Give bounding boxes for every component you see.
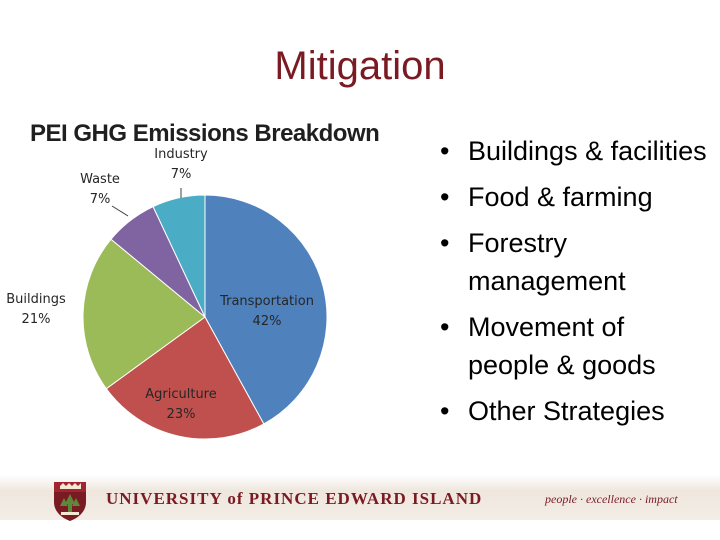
slice-value-transportation: 42% [253, 314, 282, 329]
footer-bar [0, 475, 720, 520]
bullet-list: • Buildings & facilities • Food & farming … [440, 132, 710, 438]
bullet-item: • Movement of people & goods [440, 308, 710, 384]
bullet-item: • Other Strategies [440, 392, 710, 430]
pie-slice-buildings [82, 238, 206, 390]
university-crest-icon [54, 482, 86, 521]
slice-label-waste: Waste [80, 172, 120, 187]
bullet-text: Other Strategies [468, 396, 665, 426]
slice-label-industry: Industry [154, 147, 208, 162]
bullet-dot-icon: • [440, 228, 450, 258]
slice-label-transportation: Transportation [219, 294, 314, 309]
slice-value-waste: 7% [90, 192, 111, 207]
slice-label-agriculture: Agriculture [145, 387, 217, 402]
pie-slice-industry [152, 194, 206, 318]
bullet-dot-icon: • [440, 136, 450, 166]
slice-value-industry: 7% [171, 167, 192, 182]
slice-value-buildings: 21% [22, 312, 51, 327]
bullet-text: Movement of people & goods [468, 312, 656, 380]
bullet-text: Buildings & facilities [468, 136, 707, 166]
slice-label-buildings: Buildings [6, 292, 66, 307]
slice-value-agriculture: 23% [167, 407, 196, 422]
pie-slice-agriculture [105, 316, 265, 440]
slide-title: Mitigation [274, 44, 446, 88]
bullet-item: • Buildings & facilities [440, 132, 710, 170]
bullet-item: • Food & farming [440, 178, 710, 216]
bullet-dot-icon: • [440, 182, 450, 212]
bullet-item: • Forestry management [440, 224, 710, 300]
bullet-text: Food & farming [468, 182, 653, 212]
bullet-dot-icon: • [440, 312, 450, 342]
pie-slice-transportation [204, 194, 328, 425]
bullet-dot-icon: • [440, 396, 450, 426]
chart-title: PEI GHG Emissions Breakdown [30, 120, 380, 147]
pie-chart: Transportation 42% Agriculture 23% Buildings… [6, 147, 328, 440]
university-tagline: people · excellence · impact [545, 492, 678, 506]
bullet-text: Forestry management [468, 228, 626, 296]
leader-line-waste [111, 205, 129, 217]
university-name: UNIVERSITY of PRINCE EDWARD ISLAND [106, 489, 483, 508]
